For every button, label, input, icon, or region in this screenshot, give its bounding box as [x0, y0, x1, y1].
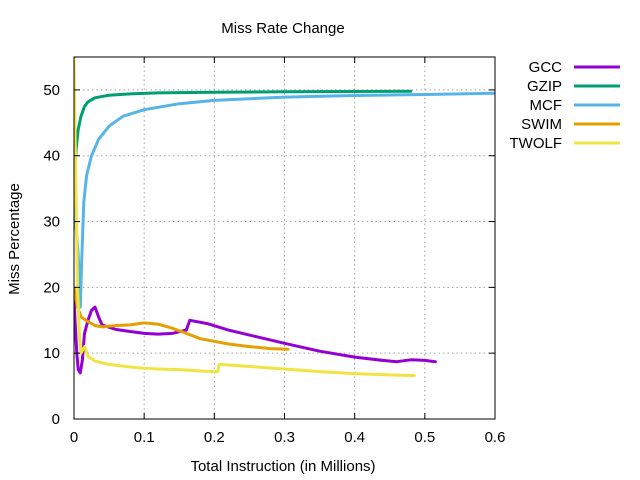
legend-label-gzip: GZIP: [527, 78, 562, 95]
y-tick-label: 20: [43, 279, 60, 296]
series-line-mcf: [74, 91, 495, 309]
legend-label-twolf: TWOLF: [510, 135, 563, 152]
x-axis-label: Total Instruction (in Millions): [190, 458, 375, 475]
y-axis-label: Miss Percentage: [6, 183, 23, 295]
axis-ticks: 0 0.1 0.2 0.3 0.4 0.5 0.6 0 10 20 30 40 50: [43, 57, 505, 446]
series-line-twolf: [74, 57, 416, 378]
x-tick-label: 0.2: [204, 429, 225, 446]
chart-title: Miss Rate Change: [221, 20, 344, 37]
legend-label-swim: SWIM: [521, 116, 562, 133]
y-tick-label: 30: [43, 214, 60, 231]
x-tick-label: 0.3: [274, 429, 295, 446]
x-tick-label: 0.6: [485, 429, 506, 446]
x-tick-label: 0.5: [414, 429, 435, 446]
series-line-swim: [74, 285, 290, 351]
series-lines: [74, 57, 495, 378]
y-tick-label: 50: [43, 82, 60, 99]
x-tick-label: 0.4: [344, 429, 365, 446]
legend: GCC GZIP MCF SWIM TWOLF: [510, 59, 620, 152]
legend-label-gcc: GCC: [529, 59, 563, 76]
x-tick-label: 0: [70, 429, 78, 446]
legend-label-mcf: MCF: [530, 97, 563, 114]
grid-lines: [74, 57, 495, 419]
series-line-gzip: [74, 89, 413, 184]
series-line-gcc: [74, 299, 437, 375]
y-tick-label: 0: [52, 411, 60, 428]
y-tick-label: 10: [43, 345, 60, 362]
y-tick-label: 40: [43, 148, 60, 165]
x-tick-label: 0.1: [134, 429, 155, 446]
